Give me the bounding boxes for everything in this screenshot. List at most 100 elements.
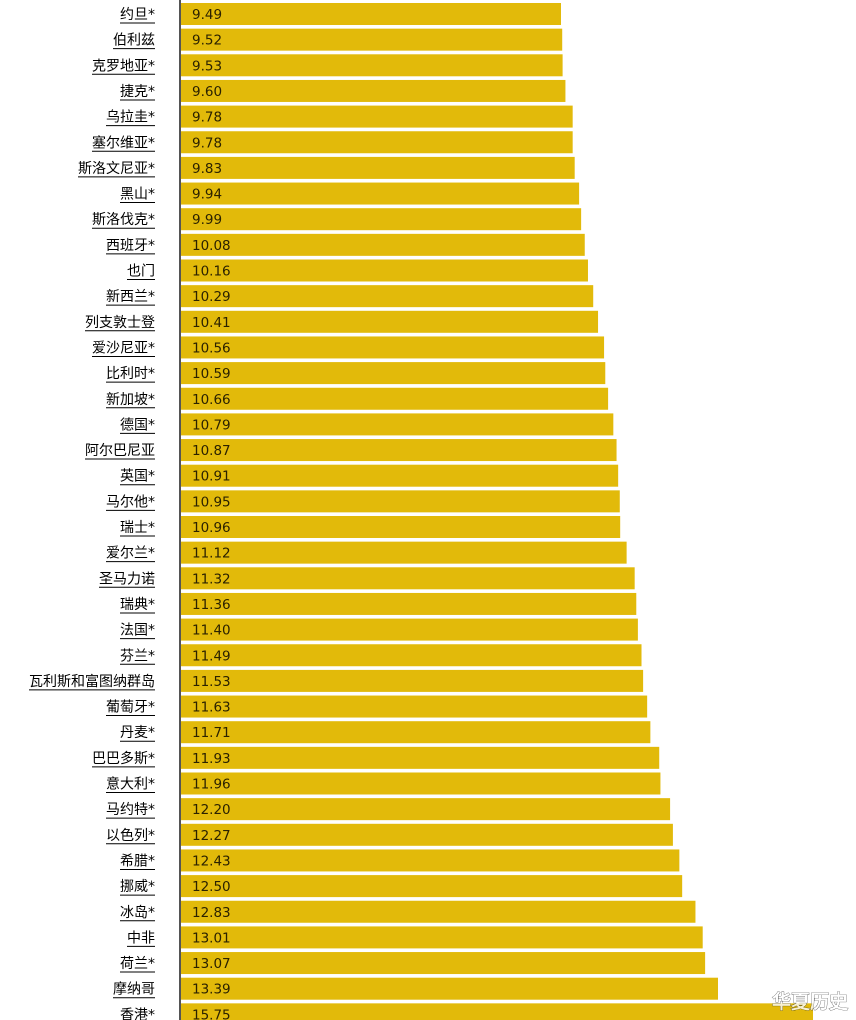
category-label-27: 葡萄牙* <box>106 700 155 716</box>
bar-19 <box>181 490 620 513</box>
category-label-15: 新加坡* <box>106 392 155 408</box>
value-label-01: 9.52 <box>192 33 222 49</box>
bar-05 <box>181 131 573 154</box>
value-label-08: 9.99 <box>192 212 222 228</box>
value-label-16: 10.79 <box>192 417 231 433</box>
value-label-28: 11.71 <box>192 725 231 741</box>
category-label-18: 英国* <box>120 468 155 485</box>
category-label-12: 列支敦士登 <box>85 315 155 331</box>
bar-02 <box>181 54 563 77</box>
value-label-19: 10.95 <box>192 494 231 510</box>
value-label-37: 13.07 <box>192 956 231 972</box>
bar-38 <box>181 977 718 1000</box>
bar-25 <box>181 644 642 667</box>
value-label-13: 10.56 <box>192 340 231 356</box>
category-label-31: 马约特* <box>106 802 155 818</box>
category-label-19: 马尔他* <box>106 494 155 510</box>
bar-39 <box>181 1003 814 1020</box>
category-label-16: 德国* <box>120 417 155 433</box>
bar-21 <box>181 541 627 564</box>
value-label-03: 9.60 <box>192 84 222 100</box>
bar-35 <box>181 900 696 923</box>
category-label-17: 阿尔巴尼亚 <box>85 443 155 459</box>
bar-10 <box>181 259 588 282</box>
category-label-36: 中非 <box>127 930 155 946</box>
value-label-07: 9.94 <box>192 187 222 203</box>
value-label-12: 10.41 <box>192 315 231 331</box>
category-label-35: 冰岛* <box>120 905 155 921</box>
bar-37 <box>181 952 706 975</box>
category-label-05: 塞尔维亚* <box>92 134 155 151</box>
value-label-18: 10.91 <box>192 469 231 485</box>
bar-14 <box>181 362 606 385</box>
value-label-23: 11.36 <box>192 597 231 613</box>
category-label-28: 丹麦* <box>120 725 155 741</box>
category-label-03: 捷克* <box>120 84 155 100</box>
category-label-39: 香港* <box>120 1007 155 1020</box>
bar-11 <box>181 285 594 308</box>
bar-28 <box>181 721 651 744</box>
bar-07 <box>181 182 580 205</box>
bar-17 <box>181 439 617 462</box>
value-label-39: 15.75 <box>192 1007 231 1020</box>
category-label-07: 黑山* <box>120 187 155 203</box>
bar-33 <box>181 849 680 872</box>
category-label-13: 爱沙尼亚* <box>92 340 155 356</box>
value-label-36: 13.01 <box>192 930 231 946</box>
bar-26 <box>181 669 644 692</box>
value-label-30: 11.96 <box>192 777 231 793</box>
bar-32 <box>181 823 673 846</box>
category-label-06: 斯洛文尼亚* <box>78 161 155 177</box>
value-label-29: 11.93 <box>192 751 231 767</box>
category-label-11: 新西兰* <box>106 289 155 305</box>
value-label-35: 12.83 <box>192 905 231 921</box>
bar-24 <box>181 618 638 641</box>
value-label-00: 9.49 <box>192 7 222 23</box>
category-label-02: 克罗地亚* <box>92 58 155 74</box>
value-label-22: 11.32 <box>192 571 231 587</box>
category-label-34: 挪威* <box>120 879 155 895</box>
category-label-29: 巴巴多斯* <box>92 750 155 767</box>
category-label-09: 西班牙* <box>106 238 155 254</box>
value-labels: 9.49 9.52 9.53 9.60 9.78 9.78 9.83 9.94 9.99 10.0… <box>192 7 231 1020</box>
bar-22 <box>181 567 635 590</box>
value-label-20: 10.96 <box>192 520 231 536</box>
value-label-32: 12.27 <box>192 828 231 844</box>
bar-18 <box>181 464 619 487</box>
value-label-05: 9.78 <box>192 135 222 151</box>
bar-16 <box>181 413 614 436</box>
bar-20 <box>181 516 621 538</box>
value-label-02: 9.53 <box>192 58 222 74</box>
bar-30 <box>181 772 661 795</box>
bar-27 <box>181 695 648 718</box>
bar-04 <box>181 105 573 128</box>
value-label-27: 11.63 <box>192 700 231 716</box>
category-label-20: 瑞士* <box>120 520 155 536</box>
value-label-33: 12.43 <box>192 853 231 869</box>
bar-29 <box>181 746 660 769</box>
bar-09 <box>181 233 585 256</box>
category-label-21: 爱尔兰* <box>106 546 155 562</box>
bar-34 <box>181 875 683 898</box>
bar-03 <box>181 79 566 102</box>
bar-15 <box>181 387 609 410</box>
value-label-04: 9.78 <box>192 110 222 126</box>
category-label-10: 也门 <box>127 264 155 280</box>
value-label-26: 11.53 <box>192 674 231 690</box>
value-label-10: 10.16 <box>192 264 231 280</box>
category-label-22: 圣马力诺 <box>99 571 155 587</box>
category-label-01: 伯利兹 <box>113 33 155 49</box>
value-label-15: 10.66 <box>192 392 231 408</box>
value-label-14: 10.59 <box>192 366 231 382</box>
category-label-24: 法国* <box>120 623 155 639</box>
category-label-08: 斯洛伐克* <box>92 212 155 228</box>
value-label-24: 11.40 <box>192 623 231 639</box>
category-label-25: 芬兰* <box>120 648 155 664</box>
bar-13 <box>181 336 605 359</box>
value-label-09: 10.08 <box>192 238 231 254</box>
category-label-30: 意大利* <box>106 776 155 793</box>
category-label-33: 希腊* <box>120 853 155 869</box>
bar-12 <box>181 310 599 333</box>
